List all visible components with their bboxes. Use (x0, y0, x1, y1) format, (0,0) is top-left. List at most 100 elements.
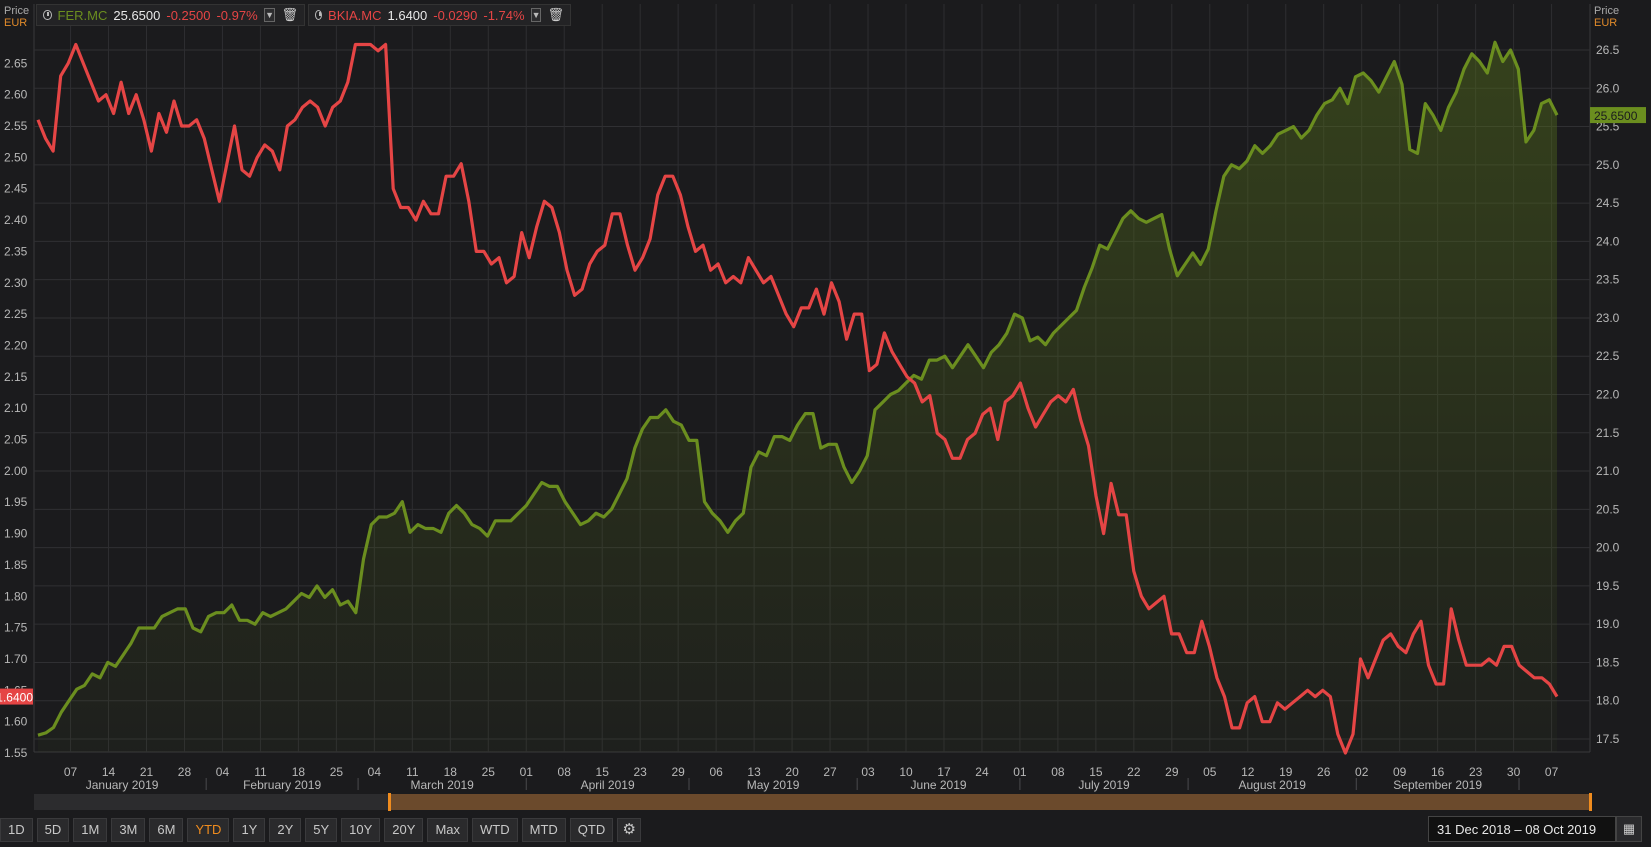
y-tick-right: 22.0 (1596, 388, 1620, 402)
x-tick-label: 19 (1279, 765, 1293, 779)
period-toolbar: 1D 5D 1M 3M 6M YTD 1Y 2Y 5Y 10Y 20Y Max WTD MTD QTD ⚙ (0, 818, 642, 842)
x-tick-label: 30 (1507, 765, 1521, 779)
x-tick-label: 13 (747, 765, 761, 779)
series-line-FER.MC (37, 40, 1559, 737)
y-tick-left: 2.15 (4, 370, 28, 384)
y-tick-left: 2.25 (4, 307, 28, 321)
x-tick-label: 01 (1013, 765, 1027, 779)
y-tick-right: 23.0 (1596, 311, 1620, 325)
x-tick-label: 14 (102, 765, 116, 779)
x-tick-label: 08 (1051, 765, 1065, 779)
legend-bkia[interactable]: BKIA.MC 1.6400 -0.0290 -1.74% ▼ 🗑 (308, 4, 571, 26)
left-axis-title: Price EUR (4, 5, 30, 29)
y-tick-left: 2.20 (4, 338, 28, 352)
period-button-qtd[interactable]: QTD (569, 818, 614, 842)
navigator-handle-right (1589, 793, 1592, 811)
month-label: March 2019 (410, 778, 474, 792)
y-tick-left: 2.05 (4, 433, 28, 447)
series-area-FER.MC (38, 42, 1557, 753)
last-value-badges: 25.6500 1.6400 (0, 107, 1646, 705)
month-label: April 2019 (581, 778, 635, 792)
x-tick-label: 26 (1317, 765, 1331, 779)
period-button-1y[interactable]: 1Y (233, 818, 266, 842)
x-tick-label: 07 (64, 765, 78, 779)
navigator-selection (390, 794, 1590, 810)
x-axis-ticks: 07 14 21 28 04 11 18 25 04 11 18 25 01 08 15 23 29 06 13 20… (64, 765, 1559, 792)
last-value-right-bg (1590, 107, 1646, 124)
x-tick-label: 03 (861, 765, 875, 779)
period-button-2y[interactable]: 2Y (269, 818, 302, 842)
period-button-max[interactable]: Max (427, 818, 468, 842)
y-tick-left: 2.40 (4, 213, 28, 227)
period-button-5y[interactable]: 5Y (305, 818, 338, 842)
period-button-1d[interactable]: 1D (0, 818, 33, 842)
x-tick-label: 21 (140, 765, 154, 779)
legend-fer[interactable]: FER.MC 25.6500 -0.2500 -0.97% ▼ 🗑 (36, 4, 305, 26)
y-tick-left: 1.90 (4, 527, 28, 541)
x-tick-label: 07 (1545, 765, 1559, 779)
x-tick-label: 25 (482, 765, 496, 779)
period-button-wtd[interactable]: WTD (472, 818, 518, 842)
y-tick-right: 18.0 (1596, 694, 1620, 708)
y-tick-right: 20.5 (1596, 502, 1620, 516)
trash-icon[interactable]: 🗑 (281, 7, 298, 22)
x-tick-label: 17 (937, 765, 951, 779)
trash-icon[interactable]: 🗑 (547, 7, 564, 22)
y-tick-left: 1.60 (4, 715, 28, 729)
series-line-BKIA.MC (36, 42, 1559, 755)
x-tick-label: 16 (1431, 765, 1445, 779)
y-tick-right: 18.5 (1596, 655, 1620, 669)
y-tick-left: 2.65 (4, 56, 28, 70)
month-label: July 2019 (1078, 778, 1130, 792)
x-tick-label: 09 (1393, 765, 1407, 779)
last-value-right: 25.6500 (1594, 109, 1638, 123)
y-tick-right: 17.5 (1596, 732, 1620, 746)
chevron-down-icon[interactable]: ▼ (530, 8, 542, 22)
y-tick-left: 2.50 (4, 150, 28, 164)
x-tick-label: 25 (330, 765, 344, 779)
x-tick-label: 06 (709, 765, 723, 779)
period-button-6m[interactable]: 6M (149, 818, 184, 842)
last-value-left-bg (0, 688, 33, 705)
clock-icon (315, 10, 323, 20)
date-range-field[interactable]: 31 Dec 2018 – 08 Oct 2019 (1428, 816, 1616, 842)
x-tick-label: 22 (1127, 765, 1141, 779)
y-tick-left: 1.85 (4, 558, 28, 572)
x-tick-label: 12 (1241, 765, 1255, 779)
period-button-mtd[interactable]: MTD (521, 818, 566, 842)
right-axis-ticks: 17.5 18.0 18.5 19.0 19.5 20.0 20.5 21.0 21.5 22.0… (1596, 43, 1620, 746)
gear-icon[interactable]: ⚙ (617, 818, 642, 842)
y-tick-left: 1.55 (4, 746, 28, 760)
y-tick-right: 21.0 (1596, 464, 1620, 478)
calendar-icon[interactable]: ▦ (1616, 816, 1642, 842)
y-tick-right: 19.0 (1596, 617, 1620, 631)
x-tick-label: 05 (1203, 765, 1217, 779)
legend-symbol: BKIA.MC (328, 7, 382, 23)
x-tick-label: 28 (178, 765, 192, 779)
chevron-down-icon[interactable]: ▼ (263, 8, 276, 22)
range-navigator[interactable] (34, 793, 1592, 811)
period-button-ytd[interactable]: YTD (187, 818, 230, 842)
y-tick-left: 1.80 (4, 589, 28, 603)
y-tick-left: 2.45 (4, 182, 28, 196)
y-tick-left: 1.70 (4, 652, 28, 666)
y-tick-right: 26.5 (1596, 43, 1620, 57)
period-button-20y[interactable]: 20Y (384, 818, 424, 842)
x-tick-label: 11 (254, 765, 267, 779)
y-tick-left: 2.00 (4, 464, 28, 478)
y-tick-left: 1.75 (4, 621, 28, 635)
x-tick-label: 29 (671, 765, 685, 779)
y-tick-right: 25.0 (1596, 158, 1620, 172)
x-tick-label: 23 (1469, 765, 1483, 779)
clock-icon (43, 10, 52, 20)
period-button-5d[interactable]: 5D (36, 818, 70, 842)
month-label: September 2019 (1393, 778, 1482, 792)
date-to: 08 Oct 2019 (1525, 822, 1597, 837)
period-button-3m[interactable]: 3M (111, 818, 146, 842)
x-tick-label: 02 (1355, 765, 1369, 779)
period-button-1m[interactable]: 1M (73, 818, 108, 842)
period-button-10y[interactable]: 10Y (341, 818, 381, 842)
left-axis-ticks: 1.551.601.651.701.751.801.851.901.952.00… (4, 56, 28, 760)
x-tick-label: 23 (633, 765, 647, 779)
